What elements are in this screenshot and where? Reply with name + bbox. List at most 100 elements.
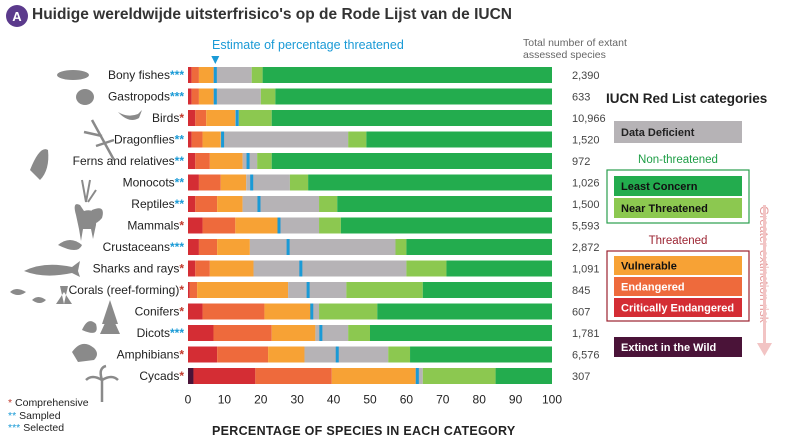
legend-extinct-in-wild-label: Extinct in the Wild bbox=[621, 342, 716, 354]
coral-fish-icon bbox=[10, 289, 46, 303]
bar-segment-near-threatened bbox=[289, 174, 309, 191]
bar-segment-near-threatened bbox=[348, 325, 370, 341]
bar-segment-near-threatened bbox=[319, 196, 338, 212]
assessment-mark: ** bbox=[175, 154, 185, 168]
category-name: Gastropods bbox=[108, 90, 170, 104]
bar-segment-endangered bbox=[202, 303, 265, 320]
bar-segment-near-threatened bbox=[406, 260, 447, 277]
bar-segment-critically-endangered bbox=[188, 174, 199, 191]
bar-segment-endangered bbox=[191, 67, 199, 83]
assessment-mark: *** bbox=[170, 90, 184, 104]
bar-segment-critically-endangered bbox=[188, 196, 196, 212]
total-species-count: 1,026 bbox=[572, 178, 600, 190]
bar-segment-near-threatened bbox=[238, 110, 272, 126]
legend-endangered bbox=[614, 277, 742, 296]
estimate-marker bbox=[221, 131, 225, 148]
estimate-marker bbox=[415, 368, 419, 384]
category-name: Crustaceans bbox=[103, 240, 170, 254]
bar-segment-data-deficient bbox=[242, 196, 320, 212]
assessment-mark: ** bbox=[175, 133, 185, 147]
bar-segment-near-threatened bbox=[319, 217, 341, 234]
category-label: Cycads* bbox=[139, 369, 184, 383]
legend-vulnerable-label: Vulnerable bbox=[621, 261, 677, 273]
bar-segment-vulnerable bbox=[331, 368, 416, 384]
bar-segment-vulnerable bbox=[235, 217, 279, 234]
category-label: Sharks and rays* bbox=[93, 262, 185, 276]
bar-segment-vulnerable bbox=[217, 196, 243, 212]
bar-segment-vulnerable bbox=[198, 67, 214, 83]
category-label: Birds* bbox=[152, 111, 184, 125]
shark-icon bbox=[24, 261, 80, 277]
estimate-marker bbox=[257, 196, 261, 212]
bar-segment-critically-endangered bbox=[188, 67, 192, 83]
bar-segment-least-concern bbox=[406, 239, 552, 255]
estimate-marker bbox=[250, 174, 254, 191]
figure-badge: A bbox=[6, 5, 28, 27]
category-label: Gastropods*** bbox=[108, 90, 184, 104]
category-label: Reptiles** bbox=[131, 197, 184, 211]
total-species-count: 1,500 bbox=[572, 199, 600, 211]
crab-icon bbox=[58, 240, 82, 250]
bar-segment-endangered bbox=[217, 346, 269, 363]
bar-segment-vulnerable bbox=[264, 303, 312, 320]
bar-segment-near-threatened bbox=[348, 131, 367, 148]
assessment-mark: *** bbox=[170, 326, 184, 340]
bar-segment-near-threatened bbox=[422, 368, 496, 384]
bar-segment-critically-endangered bbox=[188, 239, 199, 255]
estimate-label: Estimate of percentage threatened bbox=[212, 38, 404, 52]
category-label: Corals (reef-forming)* bbox=[69, 283, 185, 297]
estimate-marker bbox=[319, 325, 323, 341]
legend-extinct-in-wild bbox=[614, 337, 742, 357]
x-tick-label: 90 bbox=[509, 393, 523, 407]
bar-segment-near-threatened bbox=[395, 239, 407, 255]
bar-segment-least-concern bbox=[495, 368, 552, 384]
bar-segment-data-deficient bbox=[220, 131, 349, 148]
legend-least-concern bbox=[614, 176, 742, 196]
category-name: Bony fishes bbox=[108, 68, 170, 82]
bar-segment-data-deficient bbox=[246, 174, 290, 191]
bar-segment-critically-endangered bbox=[188, 260, 196, 277]
total-species-count: 10,966 bbox=[572, 113, 606, 125]
category-name: Cycads bbox=[139, 369, 179, 383]
legend-critically-endangered bbox=[614, 298, 742, 317]
estimate-marker bbox=[235, 110, 239, 126]
bar-segment-data-deficient bbox=[213, 88, 261, 105]
assessment-mark: * bbox=[179, 262, 184, 276]
total-species-count: 1,781 bbox=[572, 328, 600, 340]
assessment-mark: ** bbox=[175, 197, 185, 211]
fish-icon bbox=[57, 70, 89, 80]
x-tick-label: 40 bbox=[327, 393, 341, 407]
legend-vulnerable bbox=[614, 256, 742, 275]
bar-segment-least-concern bbox=[366, 131, 552, 148]
estimate-marker bbox=[306, 282, 310, 298]
bird-icon bbox=[118, 110, 142, 120]
bar-segment-endangered bbox=[195, 153, 210, 169]
bar-segment-near-threatened bbox=[346, 282, 423, 298]
estimate-marker bbox=[213, 88, 217, 105]
legend-threatened-header: Threatened bbox=[649, 235, 708, 247]
bar-segment-critically-endangered bbox=[193, 368, 256, 384]
fern-icon bbox=[30, 149, 49, 180]
category-label: Dicots*** bbox=[137, 326, 185, 340]
bar-segment-data-deficient bbox=[242, 153, 258, 169]
chart-title: Huidige wereldwijde uitsterfrisico's op … bbox=[32, 6, 512, 23]
footnotes: * Comprehensive ** Sampled *** Selected bbox=[8, 397, 89, 435]
bar-segment-least-concern bbox=[446, 260, 552, 277]
total-species-count: 633 bbox=[572, 92, 590, 104]
x-tick-label: 50 bbox=[363, 393, 377, 407]
assessment-mark: *** bbox=[170, 68, 184, 82]
note-sampled: ** Sampled bbox=[8, 409, 61, 422]
total-species-count: 845 bbox=[572, 285, 590, 297]
bar-segment-least-concern bbox=[271, 110, 552, 126]
category-name: Birds bbox=[152, 111, 179, 125]
dicot-icon bbox=[82, 321, 97, 333]
x-tick-label: 0 bbox=[185, 393, 192, 407]
extinction-risk-arrow-icon bbox=[757, 343, 772, 356]
estimate-marker bbox=[277, 217, 281, 234]
legend-data-deficient bbox=[614, 121, 742, 143]
bar-segment-endangered bbox=[202, 217, 236, 234]
bar-segment-vulnerable bbox=[217, 239, 250, 255]
assessment-mark: *** bbox=[170, 240, 184, 254]
assessment-mark: * bbox=[179, 283, 184, 297]
